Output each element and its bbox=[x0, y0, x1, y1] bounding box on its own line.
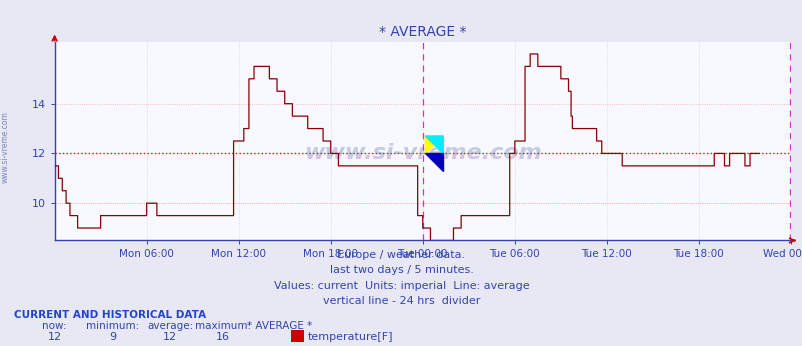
Polygon shape bbox=[425, 136, 443, 153]
Text: * AVERAGE *: * AVERAGE * bbox=[246, 321, 312, 331]
Text: Europe / weather data.: Europe / weather data. bbox=[337, 250, 465, 260]
Text: temperature[F]: temperature[F] bbox=[307, 333, 392, 343]
Polygon shape bbox=[425, 153, 443, 171]
Text: CURRENT AND HISTORICAL DATA: CURRENT AND HISTORICAL DATA bbox=[14, 310, 206, 320]
Text: maximum:: maximum: bbox=[195, 321, 251, 331]
Text: www.si-vreme.com: www.si-vreme.com bbox=[1, 111, 10, 183]
Text: 9: 9 bbox=[109, 333, 115, 343]
Text: 16: 16 bbox=[216, 333, 230, 343]
Title: * AVERAGE *: * AVERAGE * bbox=[379, 25, 466, 39]
Text: 12: 12 bbox=[163, 333, 177, 343]
Text: last two days / 5 minutes.: last two days / 5 minutes. bbox=[329, 265, 473, 275]
Text: vertical line - 24 hrs  divider: vertical line - 24 hrs divider bbox=[322, 297, 480, 307]
Text: average:: average: bbox=[147, 321, 193, 331]
Text: 12: 12 bbox=[47, 333, 62, 343]
Text: www.si-vreme.com: www.si-vreme.com bbox=[303, 143, 541, 163]
Text: minimum:: minimum: bbox=[86, 321, 139, 331]
Polygon shape bbox=[425, 136, 443, 153]
Text: Values: current  Units: imperial  Line: average: Values: current Units: imperial Line: av… bbox=[273, 281, 529, 291]
Text: now:: now: bbox=[43, 321, 67, 331]
